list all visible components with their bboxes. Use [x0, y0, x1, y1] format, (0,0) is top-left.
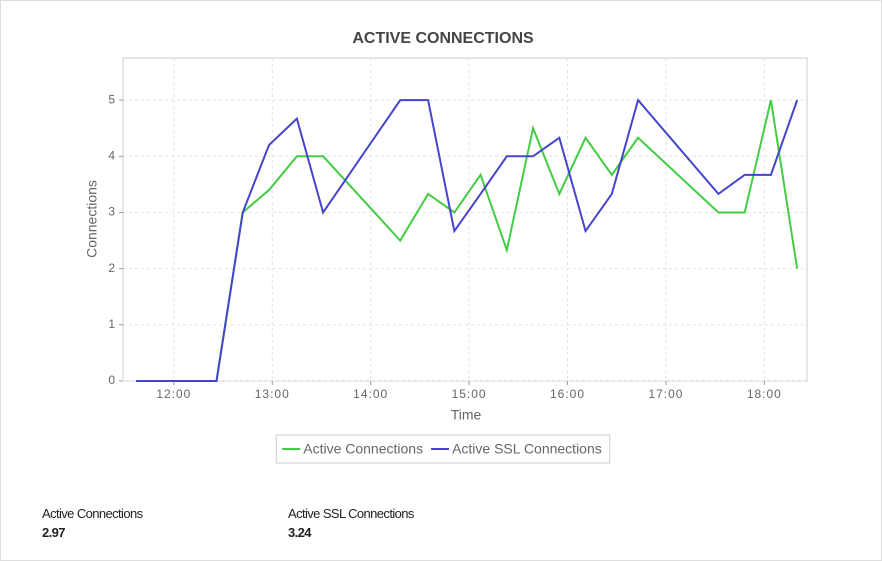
- x-tick-label: 14:00: [353, 387, 388, 401]
- x-axis-label: Time: [451, 407, 482, 423]
- chart: ACTIVE CONNECTIONS Time Connections 0 1 2 3…: [84, 30, 808, 464]
- series-line: [136, 99, 799, 382]
- x-tick-label: 18:00: [747, 387, 782, 401]
- y-tick-label: 0: [108, 373, 115, 387]
- plot-frame: [122, 57, 808, 382]
- x-tick-label: 12:00: [156, 387, 191, 401]
- stat: Active Connections 2.97: [42, 506, 143, 540]
- x-tick-label: 15:00: [452, 387, 487, 401]
- x-tick-label: 13:00: [255, 387, 290, 401]
- y-tick-label: 2: [108, 261, 115, 275]
- legend-label: Active SSL Connections: [452, 441, 602, 457]
- chart-title: ACTIVE CONNECTIONS: [352, 30, 534, 47]
- y-tick-label: 1: [108, 317, 115, 331]
- stat: Active SSL Connections 3.24: [288, 506, 414, 540]
- x-tick-label: 16:00: [550, 387, 585, 401]
- y-tick-label: 5: [108, 92, 115, 106]
- series-line: [136, 98, 799, 382]
- stat-value: 3.24: [288, 525, 312, 540]
- stat-label: Active SSL Connections: [288, 506, 414, 521]
- y-tick-label: 4: [108, 148, 115, 162]
- y-tick-label: 3: [108, 205, 115, 219]
- stat-value: 2.97: [42, 525, 66, 540]
- legend-label: Active Connections: [303, 441, 423, 457]
- x-tick-label: 17:00: [648, 387, 683, 401]
- stat-label: Active Connections: [42, 506, 143, 521]
- y-axis-label: Connections: [84, 180, 100, 258]
